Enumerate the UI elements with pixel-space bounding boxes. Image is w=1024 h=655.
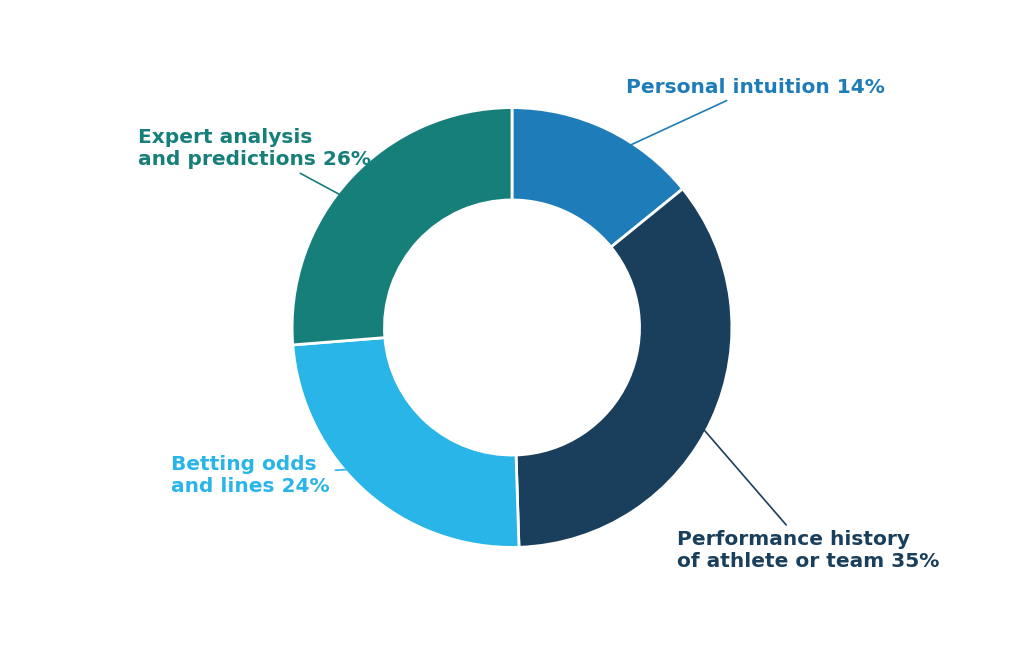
- Text: Personal intuition 14%: Personal intuition 14%: [591, 77, 885, 163]
- Text: Betting odds
and lines 24%: Betting odds and lines 24%: [171, 455, 394, 496]
- Wedge shape: [293, 337, 519, 548]
- Wedge shape: [516, 189, 732, 548]
- Text: Performance history
of athlete or team 35%: Performance history of athlete or team 3…: [677, 402, 939, 571]
- Wedge shape: [512, 107, 683, 247]
- Wedge shape: [292, 107, 512, 345]
- Text: Expert analysis
and predictions 26%: Expert analysis and predictions 26%: [138, 128, 371, 212]
